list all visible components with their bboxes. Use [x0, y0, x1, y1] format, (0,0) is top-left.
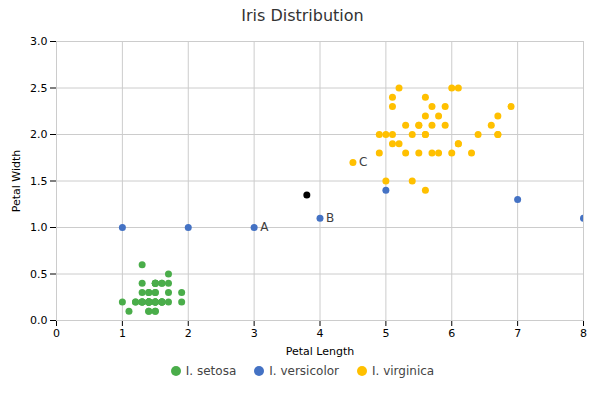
svg-text:C: C	[359, 155, 367, 169]
svg-text:A: A	[260, 220, 269, 234]
svg-text:0.5: 0.5	[30, 268, 48, 281]
svg-text:B: B	[326, 211, 334, 225]
svg-text:3: 3	[251, 327, 258, 340]
svg-text:6: 6	[448, 327, 455, 340]
svg-text:4: 4	[317, 327, 324, 340]
svg-text:Petal Length: Petal Length	[286, 345, 355, 358]
svg-text:2.5: 2.5	[30, 82, 48, 95]
svg-text:5: 5	[382, 327, 389, 340]
svg-text:1.0: 1.0	[30, 221, 48, 234]
svg-text:3.0: 3.0	[30, 35, 48, 48]
svg-text:7: 7	[514, 327, 521, 340]
svg-text:1: 1	[119, 327, 126, 340]
html-text:I. setosa: I. setosa	[185, 364, 237, 378]
svg-text:2.0: 2.0	[30, 128, 48, 141]
html-text:I. virginica: I. virginica	[372, 364, 435, 378]
svg-text:2: 2	[185, 327, 192, 340]
svg-text:0.0: 0.0	[30, 314, 48, 327]
svg-text:8: 8	[580, 327, 587, 340]
svg-text:0: 0	[53, 327, 60, 340]
svg-text:1.5: 1.5	[30, 175, 48, 188]
svg-text:Petal Width: Petal Width	[10, 150, 23, 213]
html-text:Iris Distribution: Iris Distribution	[241, 6, 364, 25]
html-text:I. versicolor: I. versicolor	[269, 364, 339, 378]
